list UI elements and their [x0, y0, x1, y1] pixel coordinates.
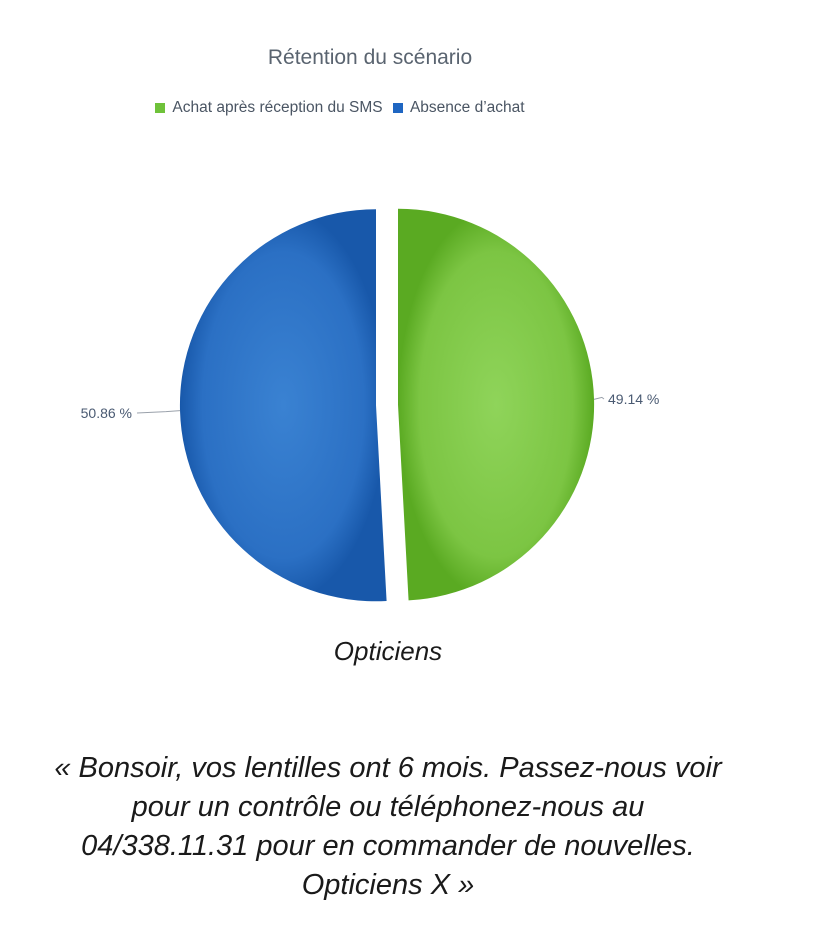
legend-label-no-purchase: Absence d’achat: [409, 99, 525, 116]
quote-line: pour un contrôle ou téléphonez-nous au: [131, 791, 645, 823]
chart-title: Rétention du scénario: [267, 46, 473, 69]
quote-line: « Bonsoir, vos lentilles ont 6 mois. Pas…: [54, 752, 722, 784]
data-label-connector-no-purchase: [136, 410, 181, 414]
legend-swatch-purchase: [155, 103, 166, 113]
pie-slice-no-purchase[interactable]: [179, 209, 387, 602]
pie-slice-purchase[interactable]: [398, 208, 595, 601]
quote-line: 04/338.11.31 pour en commander de nouvel…: [81, 830, 695, 862]
chart-legend: Achat après réception du SMS Absence d’a…: [0, 99, 680, 118]
data-label-purchase: 49.14 %: [608, 391, 659, 407]
legend-swatch-no-purchase: [392, 103, 403, 113]
legend-item-no-purchase[interactable]: Absence d’achat: [392, 99, 525, 117]
data-label-no-purchase: 50.86 %: [81, 405, 132, 421]
legend-label-purchase: Achat après réception du SMS: [172, 99, 383, 116]
pie-chart: 49.14 % 50.86 %: [81, 208, 659, 602]
data-label-connector-purchase: [593, 396, 605, 400]
quote-line: Opticiens X »: [301, 869, 475, 901]
legend-item-purchase[interactable]: Achat après réception du SMS: [155, 99, 383, 117]
sms-quote: « Bonsoir, vos lentilles ont 6 mois. Pas…: [0, 749, 776, 905]
chart-caption: Opticiens: [333, 636, 443, 666]
